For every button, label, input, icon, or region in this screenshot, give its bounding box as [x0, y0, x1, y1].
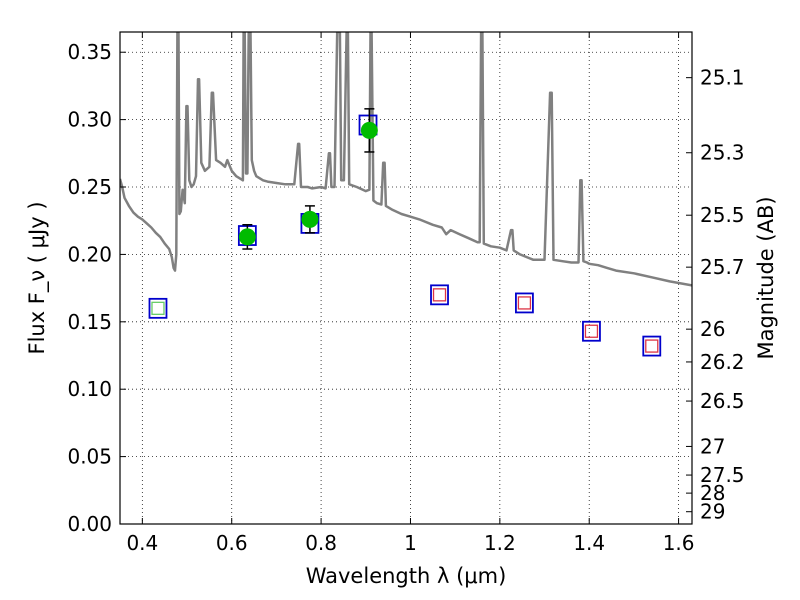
inner-square [432, 288, 447, 302]
magnitude-tick-label: 26.2 [700, 350, 745, 374]
magnitude-tick-label: 26 [700, 317, 725, 341]
magnitude-tick-label: 27.5 [700, 463, 745, 487]
plot-frame [119, 31, 693, 525]
magnitude-tick-label: 26.5 [700, 389, 745, 413]
x-tick-label: 0.8 [305, 531, 337, 555]
inner-square [151, 301, 165, 315]
x-tick-label: 1.4 [573, 531, 605, 555]
x-tick-label: 0.6 [216, 531, 248, 555]
magnitude-tick-label: 25.7 [700, 255, 745, 279]
y-tick-label: 0.30 [67, 108, 112, 132]
y-tick-label: 0.25 [67, 175, 112, 199]
model-square [430, 284, 449, 306]
magnitude-tick-label: 25.1 [700, 66, 745, 90]
model-square [582, 320, 601, 342]
y-tick-label: 0.20 [67, 242, 112, 266]
observed-point [301, 210, 319, 228]
y-tick-label: 0.35 [67, 40, 112, 64]
magnitude-axis-label: Magnitude (AB) [754, 196, 778, 359]
observed-point [238, 228, 256, 246]
inner-square [584, 324, 599, 338]
model-squares [148, 114, 662, 357]
y-tick-label: 0.15 [67, 310, 112, 334]
x-axis-label: Wavelength λ (μm) [306, 564, 507, 588]
spectrum-series [120, 32, 692, 287]
model-square [515, 292, 534, 314]
y-tick-label: 0.05 [67, 445, 112, 469]
magnitude-tick-label: 29 [700, 500, 725, 524]
magnitude-tick-label: 25.3 [700, 141, 745, 165]
x-tick-label: 1 [404, 531, 417, 555]
magnitude-tick-label: 28 [700, 481, 725, 505]
model-square [148, 297, 168, 319]
observed-point [360, 121, 378, 139]
magnitude-tick-label: 27 [700, 434, 725, 458]
x-tick-label: 0.4 [126, 531, 158, 555]
y-tick-label: 0.10 [67, 377, 112, 401]
model-square [642, 335, 662, 357]
x-tick-label: 1.6 [663, 531, 695, 555]
spectrum-line [120, 32, 692, 287]
grid-lines [120, 32, 692, 525]
inner-square [645, 339, 659, 353]
axis-ticks: 0.4 0.6 0.8 1 1.2 1.4 1.6 0.00 0.05 0.10 0.15 0.20 0… [67, 32, 745, 555]
x-tick-label: 1.2 [484, 531, 516, 555]
observed-points [238, 108, 378, 250]
inner-square [517, 296, 532, 310]
y-tick-label: 0.00 [67, 512, 112, 536]
magnitude-tick-label: 25.5 [700, 203, 745, 227]
y-axis-label: Flux F_ν ( μJy ) [25, 201, 50, 354]
